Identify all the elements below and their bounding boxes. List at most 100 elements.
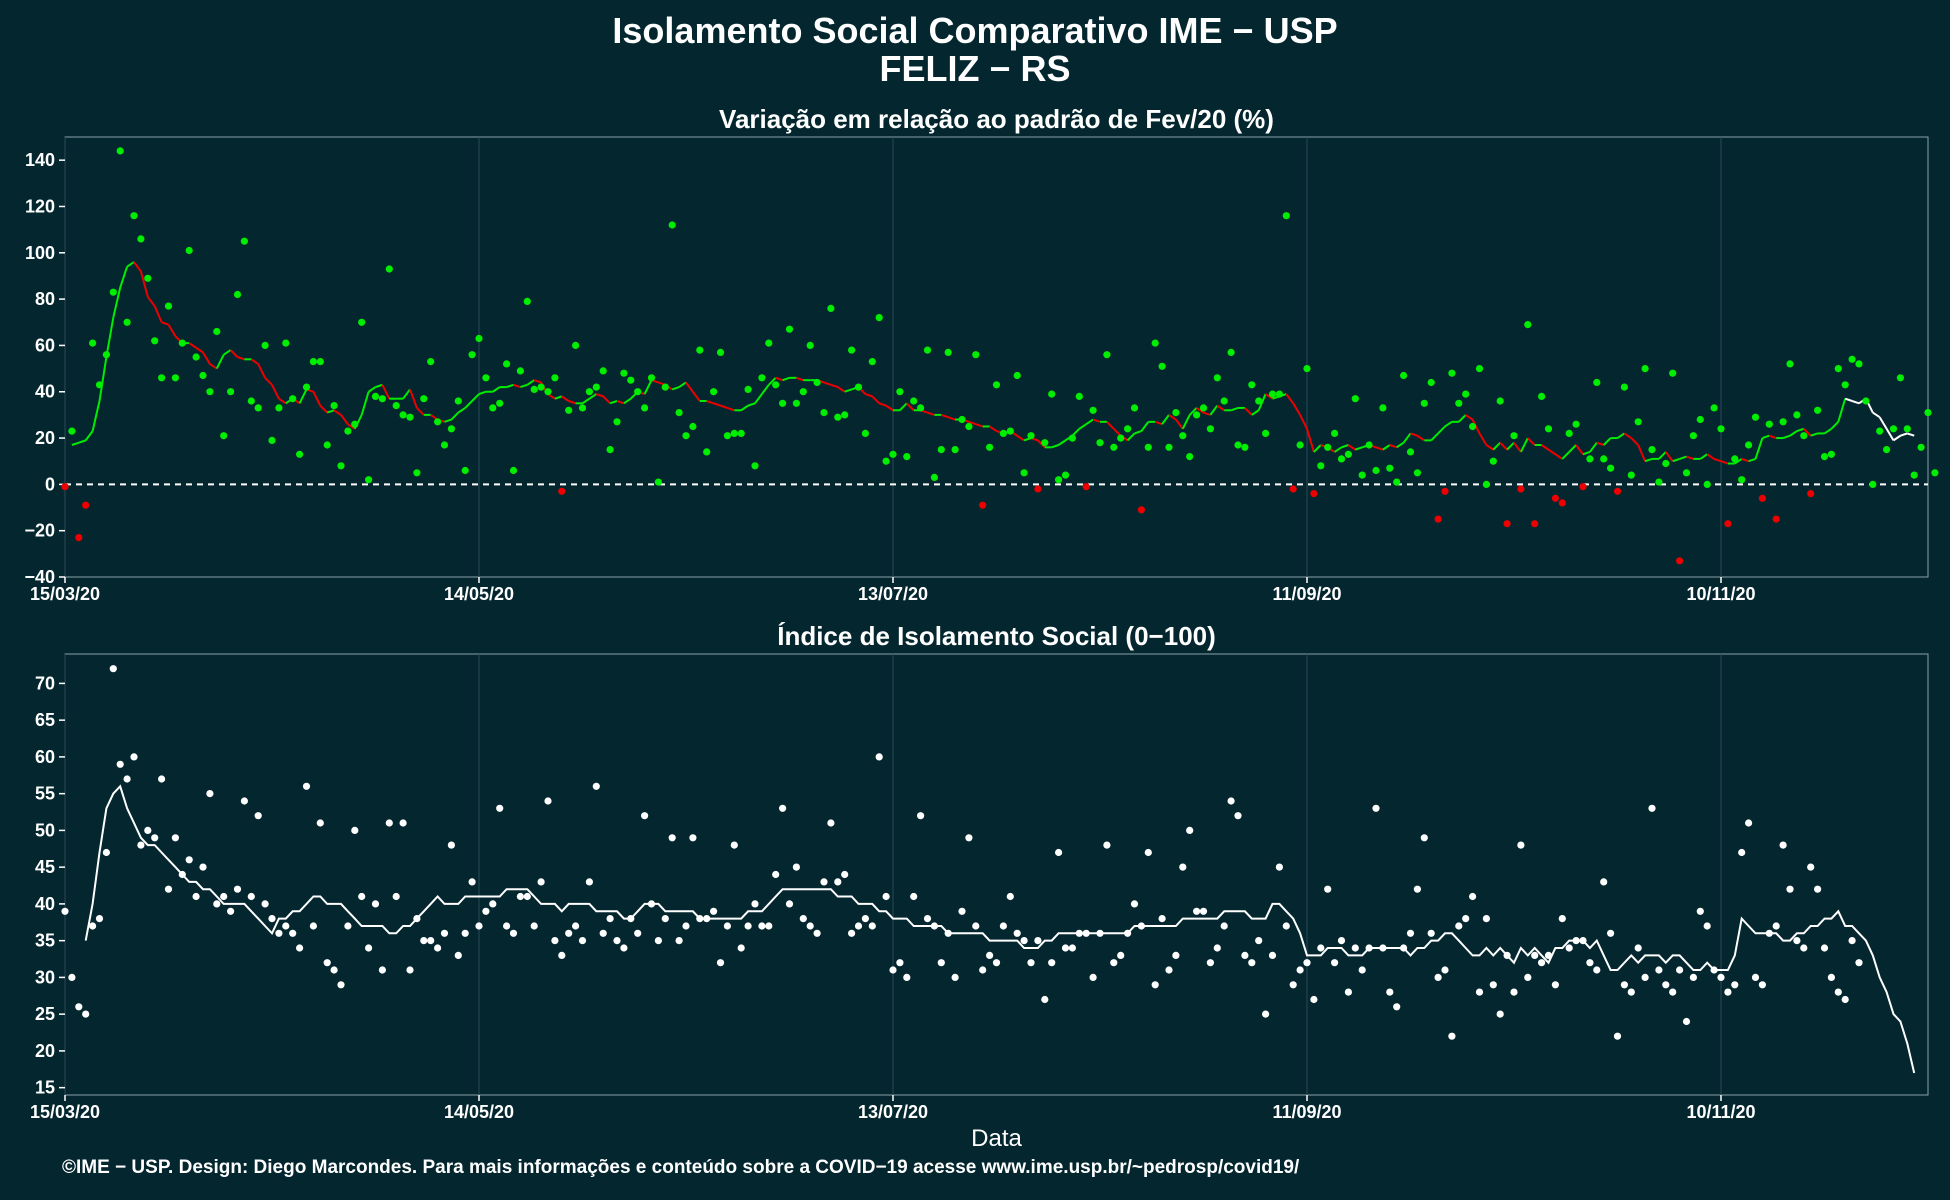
data-point	[1883, 446, 1891, 454]
data-point	[1455, 922, 1463, 930]
data-point	[461, 929, 469, 937]
data-point	[565, 929, 573, 937]
data-point	[578, 404, 587, 412]
moving-average-segment	[1168, 414, 1177, 421]
data-point	[1676, 557, 1684, 565]
data-point	[903, 453, 911, 461]
moving-average-segment	[1616, 432, 1625, 439]
data-point	[289, 395, 297, 403]
moving-average-segment	[1837, 398, 1847, 423]
data-point	[1400, 944, 1408, 952]
data-point	[178, 870, 186, 879]
data-point	[61, 483, 69, 491]
data-point	[1434, 515, 1442, 523]
data-point	[1020, 937, 1028, 945]
data-point	[192, 353, 200, 361]
moving-average-segment	[899, 402, 908, 411]
data-point	[965, 422, 973, 431]
data-point	[454, 397, 462, 405]
data-point	[930, 473, 939, 481]
data-point	[1607, 929, 1615, 937]
data-point	[772, 381, 780, 389]
moving-average-segment	[202, 351, 211, 365]
data-point	[130, 753, 138, 761]
data-point	[1082, 483, 1090, 491]
data-point	[330, 966, 338, 974]
data-point	[944, 929, 952, 937]
data-point	[861, 915, 870, 923]
data-point	[1475, 988, 1484, 996]
data-point	[613, 937, 621, 945]
data-point	[358, 318, 366, 326]
data-point	[1662, 459, 1670, 468]
data-point	[1110, 443, 1118, 451]
data-point	[827, 819, 835, 827]
moving-average-segment	[444, 418, 452, 423]
data-point	[413, 915, 421, 923]
data-point	[1406, 448, 1415, 456]
data-point	[792, 399, 801, 407]
footer-credit: ©IME − USP. Design: Diego Marcondes. Par…	[62, 1157, 1300, 1178]
data-point	[972, 351, 980, 359]
y-tick-label: 65	[35, 710, 55, 730]
data-point	[1475, 365, 1484, 373]
moving-average-segment	[1313, 444, 1322, 453]
data-point	[1593, 966, 1601, 974]
x-tick-label: 14/05/20	[444, 1102, 514, 1122]
data-point	[854, 383, 863, 391]
data-point	[137, 841, 145, 849]
data-point	[296, 450, 304, 458]
moving-average-segment	[968, 420, 977, 426]
moving-average-segment	[1485, 444, 1494, 451]
data-point	[1206, 425, 1214, 433]
moving-average-segment	[616, 400, 625, 405]
data-point	[213, 327, 221, 336]
moving-average-segment	[153, 305, 163, 323]
data-point	[1275, 390, 1283, 398]
data-point	[482, 907, 490, 915]
moving-average-segment	[237, 356, 245, 361]
moving-average-segment	[1230, 406, 1239, 412]
data-point	[1337, 455, 1346, 463]
data-point	[1310, 995, 1318, 1004]
data-point	[254, 404, 262, 412]
data-point	[1793, 937, 1801, 945]
data-point	[647, 374, 656, 382]
data-point	[240, 797, 248, 805]
data-point	[213, 900, 221, 908]
data-point	[1255, 937, 1263, 945]
data-point	[1896, 374, 1904, 382]
moving-average-segment	[1341, 444, 1349, 449]
data-point	[1034, 937, 1042, 945]
data-point	[841, 411, 849, 419]
data-point	[1765, 420, 1773, 428]
data-point	[1386, 988, 1394, 996]
figure-subtitle: FELIZ − RS	[879, 48, 1071, 89]
data-point	[813, 929, 821, 937]
moving-average-segment	[1906, 432, 1915, 437]
data-point	[440, 441, 449, 449]
data-point	[420, 395, 428, 403]
data-point	[1186, 453, 1194, 461]
data-point	[344, 922, 352, 930]
data-point	[227, 907, 235, 915]
data-point	[240, 237, 248, 245]
data-point	[509, 929, 518, 937]
data-point	[1745, 819, 1753, 827]
data-point	[1524, 973, 1532, 982]
data-point	[537, 878, 545, 886]
moving-average-segment	[1602, 437, 1612, 446]
data-point	[337, 462, 345, 470]
moving-average-segment	[885, 404, 894, 412]
data-point	[820, 878, 828, 886]
data-point	[523, 297, 531, 305]
data-point	[496, 804, 504, 812]
data-point	[1006, 892, 1014, 901]
data-point	[1144, 848, 1152, 857]
moving-average-segment	[1209, 405, 1219, 416]
moving-average-segment	[865, 393, 873, 398]
moving-average-segment	[119, 266, 129, 288]
moving-average-segment	[1078, 423, 1087, 430]
data-point	[875, 753, 883, 761]
data-point	[489, 900, 497, 908]
